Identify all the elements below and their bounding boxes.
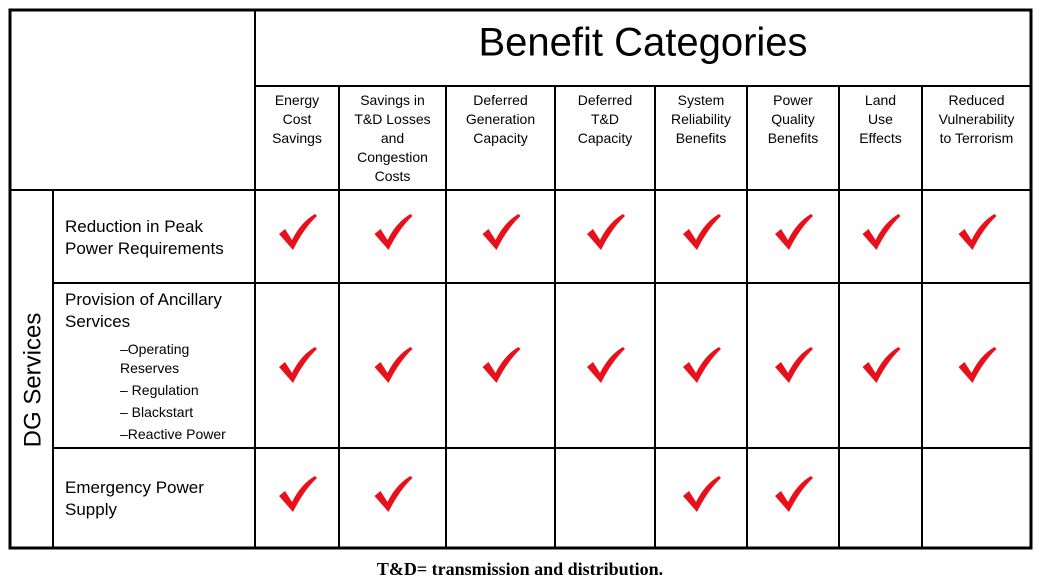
header-title: Benefit Categories [478,21,807,65]
checkmark [374,214,413,250]
sub-item-line: –Operating [120,341,190,357]
column-header-line: Generation [465,111,536,127]
column-header-line: Cost [282,111,312,127]
checkmark [683,476,721,512]
column-header-line: Reduced [948,92,1005,108]
column-header-line: Savings in [360,92,425,108]
checkmark [482,347,521,383]
checkmark [482,214,521,250]
row-label-line: Services [65,312,131,331]
sub-item-line: Reserves [120,360,180,376]
column-header-line: Deferred [577,92,633,108]
checkmark [279,214,317,250]
row-label-line: Supply [65,500,117,519]
column-header-line: System [677,92,725,108]
column-header: Deferred T&D Capacity [555,91,655,148]
checkmark [683,214,721,250]
column-header-line: Costs [374,168,411,184]
column-header-line: Capacity [473,130,528,146]
row-label-line: Power Requirements [65,239,224,258]
column-header-line: Effects [859,130,902,146]
column-header: Savings in T&D Losses and Congestion Costs [339,91,446,186]
column-header: Energy Cost Savings [255,91,339,148]
outer-border [8,8,1033,550]
checkmark [279,476,317,512]
column-header: Land Use Effects [839,91,922,148]
checkmark [279,347,317,383]
column-header: Reduced Vulnerability to Terrorism [922,91,1031,148]
checkmark [958,214,997,250]
column-header-line: to Terrorism [939,130,1014,146]
checkmark [683,347,721,383]
checkmark [587,214,625,250]
checkmark [775,214,813,250]
column-header-line: Benefits [675,130,727,146]
row-label-line: Emergency Power [65,478,204,497]
group-label: DG Services [19,313,46,448]
sub-item-line: –Reactive Power [120,426,226,442]
column-header-line: Benefits [767,130,819,146]
column-header: System Reliability Benefits [655,91,747,148]
checkmark [862,347,901,383]
column-header-line: Quality [771,111,815,127]
column-header-line: Vulnerability [938,111,1015,127]
sub-item-line: – Regulation [120,382,199,398]
column-header-line: Savings [272,130,322,146]
grid-lines [10,10,1031,548]
column-header-line: Use [868,111,893,127]
column-header-line: Deferred [473,92,528,108]
column-header-line: Energy [274,92,320,108]
checkmark [958,347,997,383]
column-header-line: Power [773,92,813,108]
row-label-line: Provision of Ancillary [65,290,222,309]
caption: T&D= transmission and distribution. [377,559,663,579]
checkmark [862,214,901,250]
checkmark [587,347,625,383]
column-header-line: Reliability [671,111,731,127]
column-header-line: Land [864,92,897,108]
checkmark [775,347,813,383]
row-label-line: Reduction in Peak [65,217,203,236]
column-header-line: T&D [591,111,619,127]
checkmark [775,476,813,512]
column-header: Power Quality Benefits [747,91,839,148]
column-header-line: Congestion [357,149,428,165]
column-header: Deferred Generation Capacity [446,91,555,148]
checkmark [374,347,413,383]
column-header-line: T&D Losses [354,111,431,127]
column-header-line: Capacity [577,130,633,146]
sub-item-line: – Blackstart [120,404,194,420]
column-header-line: and [380,130,405,146]
checkmark [374,476,413,512]
